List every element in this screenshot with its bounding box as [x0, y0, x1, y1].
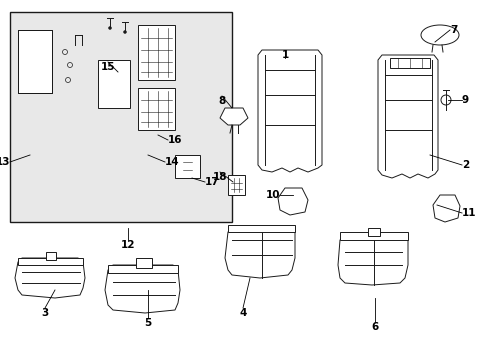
Circle shape [108, 27, 111, 30]
Polygon shape [18, 258, 83, 265]
Polygon shape [389, 58, 429, 68]
Polygon shape [15, 258, 85, 298]
Text: 4: 4 [239, 308, 246, 318]
Polygon shape [138, 25, 175, 80]
Text: 8: 8 [218, 96, 225, 106]
Polygon shape [337, 235, 407, 285]
Text: 16: 16 [168, 135, 182, 145]
Text: 13: 13 [0, 157, 10, 167]
Bar [10, 12, 231, 222]
Polygon shape [258, 50, 321, 172]
Polygon shape [220, 108, 247, 125]
Polygon shape [367, 228, 379, 236]
Text: 17: 17 [204, 177, 219, 187]
Text: 2: 2 [461, 160, 468, 170]
Text: 1: 1 [281, 50, 288, 60]
Text: 12: 12 [121, 240, 135, 250]
Text: 11: 11 [461, 208, 475, 218]
Polygon shape [138, 88, 175, 130]
Polygon shape [46, 252, 56, 260]
Polygon shape [224, 228, 294, 278]
Text: 3: 3 [41, 308, 48, 318]
Polygon shape [98, 60, 130, 108]
Text: 15: 15 [101, 62, 115, 72]
Text: 7: 7 [449, 25, 456, 35]
Text: 6: 6 [370, 322, 378, 332]
Polygon shape [227, 225, 294, 232]
Text: 5: 5 [144, 318, 151, 328]
Polygon shape [136, 258, 152, 268]
Text: 10: 10 [265, 190, 280, 200]
Circle shape [123, 31, 126, 33]
Polygon shape [278, 188, 307, 215]
Polygon shape [108, 265, 178, 273]
Text: 9: 9 [461, 95, 468, 105]
Polygon shape [377, 55, 437, 178]
Polygon shape [105, 265, 180, 313]
Text: 14: 14 [164, 157, 179, 167]
Polygon shape [227, 175, 244, 195]
Polygon shape [339, 232, 407, 240]
Polygon shape [18, 30, 52, 93]
Polygon shape [175, 155, 200, 178]
Text: 18: 18 [212, 172, 227, 182]
Polygon shape [432, 195, 459, 222]
